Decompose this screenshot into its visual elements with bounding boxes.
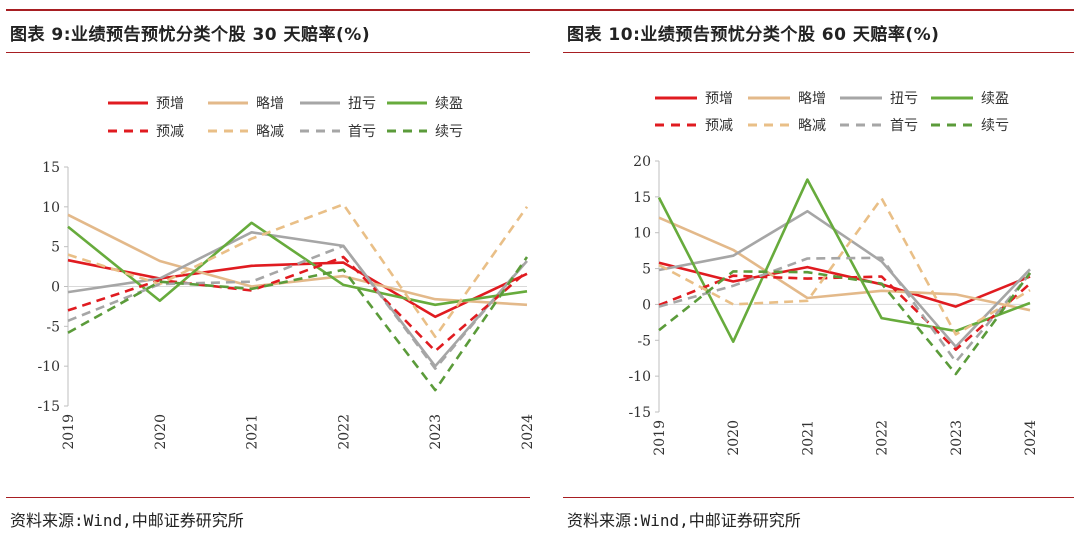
legend-label-扭亏: 扭亏 xyxy=(348,96,376,112)
series-line-略增 xyxy=(67,213,528,307)
x-tick-label: 2022 xyxy=(875,420,891,456)
left-bottom-rule xyxy=(6,497,530,498)
series-line-预增 xyxy=(658,261,1031,308)
y-tick-label: -10 xyxy=(37,359,60,375)
legend-label-续盈: 续盈 xyxy=(981,90,1009,107)
y-tick-label: -5 xyxy=(46,319,60,335)
x-tick-label: 2019 xyxy=(61,414,77,450)
y-tick-label: 5 xyxy=(642,262,651,278)
chart-right: -15 -10 -5 0 5 10 15 20 2019 2020 2021 2022 2023 2024… xyxy=(628,90,1039,456)
legend-label-首亏: 首亏 xyxy=(890,118,918,134)
series-line-首亏 xyxy=(658,256,1031,364)
x-tick-label: 2020 xyxy=(726,420,742,456)
y-tick-label: 20 xyxy=(633,154,651,170)
y-tick-label: 5 xyxy=(51,240,60,256)
y-tick-label: -15 xyxy=(37,399,60,415)
series-line-首亏 xyxy=(67,244,528,370)
series-line-略减 xyxy=(67,203,529,339)
x-tick-label: 2024 xyxy=(520,414,536,450)
y-tick-label: -10 xyxy=(628,369,651,385)
chart-left-title: 图表 9:业绩预告预忧分类个股 30 天赔率(%) xyxy=(10,25,371,45)
chart-right-title: 图表 10:业绩预告预忧分类个股 60 天赔率(%) xyxy=(567,25,940,45)
y-tick-label: 15 xyxy=(42,160,60,176)
right-bottom-rule xyxy=(563,497,1074,498)
y-tick-label: -5 xyxy=(637,333,651,349)
series-line-预减 xyxy=(67,255,528,353)
legend-label-续亏: 续亏 xyxy=(435,123,463,140)
legend-label-略增: 略增 xyxy=(798,91,826,107)
legend-label-略减: 略减 xyxy=(256,124,284,140)
x-tick-label: 2019 xyxy=(652,420,668,456)
series-line-续亏 xyxy=(67,256,529,392)
top-rule xyxy=(6,9,1074,11)
x-tick-label: 2023 xyxy=(949,420,965,456)
y-tick-label: 10 xyxy=(42,200,60,216)
y-tick-label: -15 xyxy=(628,405,651,421)
right-source-note: 资料来源:Wind,中邮证券研究所 xyxy=(567,511,801,530)
series-line-扭亏 xyxy=(658,209,1031,349)
legend-label-预减: 预减 xyxy=(156,124,184,140)
x-tick-label: 2023 xyxy=(428,414,444,450)
series-line-略减 xyxy=(658,197,1031,336)
legend-label-预减: 预减 xyxy=(705,118,733,134)
x-tick-label: 2020 xyxy=(153,414,169,450)
chart-left: -15 -10 -5 0 5 10 15 2019 2020 2021 2022 2023 2024 预增… xyxy=(37,95,536,450)
y-tick-label: 0 xyxy=(642,297,651,313)
left-source-note: 资料来源:Wind,中邮证券研究所 xyxy=(10,511,244,530)
legend-label-预增: 预增 xyxy=(156,96,184,112)
x-tick-label: 2022 xyxy=(336,414,352,450)
y-tick-label: 15 xyxy=(633,190,651,206)
x-tick-label: 2021 xyxy=(245,414,261,450)
legend-label-预增: 预增 xyxy=(705,91,733,107)
series-line-预增 xyxy=(67,258,528,319)
x-tick-label: 2024 xyxy=(1023,420,1039,456)
x-tick-label: 2021 xyxy=(800,420,816,456)
series-line-续盈 xyxy=(67,221,528,307)
y-tick-label: 10 xyxy=(633,226,651,242)
series-line-续盈 xyxy=(657,178,1031,344)
legend-label-扭亏: 扭亏 xyxy=(890,91,918,107)
series-line-略增 xyxy=(658,216,1031,312)
series-line-续亏 xyxy=(658,270,1032,376)
right-title-rule xyxy=(563,52,1074,53)
series-line-预减 xyxy=(658,274,1031,351)
legend-label-首亏: 首亏 xyxy=(348,124,376,140)
legend-label-续盈: 续盈 xyxy=(435,95,463,112)
left-title-rule xyxy=(6,52,530,53)
legend-label-续亏: 续亏 xyxy=(981,117,1009,134)
y-tick-label: 0 xyxy=(51,280,60,296)
legend-label-略增: 略增 xyxy=(256,96,284,112)
legend-label-略减: 略减 xyxy=(798,118,826,134)
